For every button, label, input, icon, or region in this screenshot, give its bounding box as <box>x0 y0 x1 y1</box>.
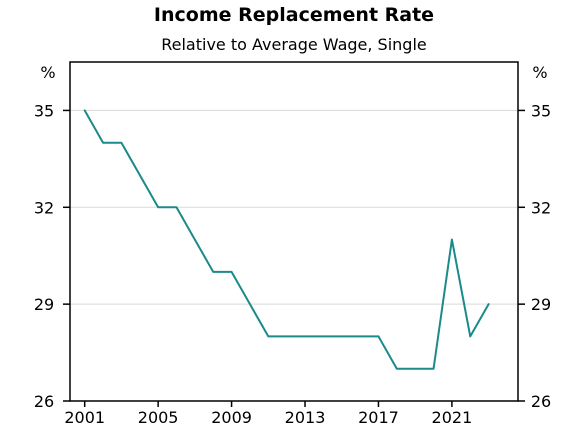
x-axis-ticks: 2001 2005 2009 2013 2017 2021 <box>64 401 472 427</box>
y-axis-ticks: 26 26 29 29 32 32 35 35 <box>34 101 551 411</box>
data-point <box>378 336 380 338</box>
data-point <box>139 174 141 176</box>
gridlines <box>70 109 518 305</box>
data-point <box>433 368 435 370</box>
y-tick-label-left: 26 <box>34 392 54 411</box>
series-line-0 <box>83 109 490 370</box>
y-tick-label-left: 32 <box>34 198 54 217</box>
y-tick-label-left: 29 <box>34 295 54 314</box>
plot-frame <box>69 61 519 402</box>
x-tick-label: 2009 <box>211 408 252 427</box>
data-point <box>451 239 453 241</box>
data-point <box>231 271 233 273</box>
data-point <box>488 303 490 305</box>
data-point <box>341 336 343 338</box>
y-axis-unit-right: % <box>532 63 547 82</box>
y-tick-label-right: 35 <box>531 101 551 120</box>
data-point <box>469 336 471 338</box>
data-point <box>286 336 288 338</box>
y-axis-unit-left: % <box>40 63 55 82</box>
data-point <box>323 336 325 338</box>
chart-title: Income Replacement Rate <box>154 4 434 26</box>
data-point <box>157 206 159 208</box>
x-tick-label: 2013 <box>285 408 326 427</box>
y-tick-label-right: 29 <box>531 295 551 314</box>
y-tick-label-left: 35 <box>34 101 54 120</box>
data-point <box>414 368 416 370</box>
series-layer <box>83 109 490 370</box>
data-point <box>194 239 196 241</box>
data-point <box>267 336 269 338</box>
data-point <box>102 142 104 144</box>
x-tick-label: 2005 <box>138 408 179 427</box>
data-point <box>304 336 306 338</box>
data-point <box>84 110 86 112</box>
x-tick-label: 2021 <box>432 408 473 427</box>
data-point <box>121 142 123 144</box>
y-tick-label-right: 32 <box>531 198 551 217</box>
x-tick-label: 2001 <box>64 408 105 427</box>
data-point <box>396 368 398 370</box>
data-point <box>212 271 214 273</box>
x-tick-label: 2017 <box>358 408 399 427</box>
data-point <box>249 303 251 305</box>
chart-subtitle: Relative to Average Wage, Single <box>161 35 427 54</box>
data-point <box>176 206 178 208</box>
y-tick-label-right: 26 <box>531 392 551 411</box>
data-point <box>359 336 361 338</box>
